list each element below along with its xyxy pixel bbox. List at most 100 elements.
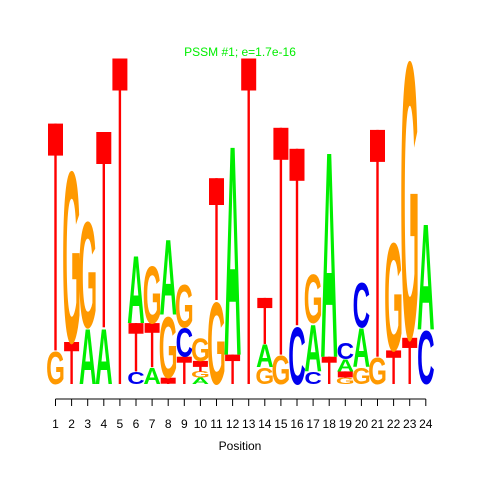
letter-stack: AG — [143, 249, 162, 390]
letter-T — [257, 297, 273, 345]
letter-T — [321, 356, 337, 384]
letter-C: C — [176, 321, 193, 366]
svg-text:G: G — [191, 333, 210, 369]
svg-text:A: A — [353, 318, 370, 380]
svg-text:G: G — [255, 363, 274, 390]
x-tick-label: 13 — [242, 417, 256, 431]
letter-G: G — [207, 279, 226, 409]
svg-text:G: G — [175, 272, 194, 340]
svg-text:C: C — [288, 309, 305, 401]
svg-text:G: G — [384, 212, 403, 384]
letter-stack: GA — [159, 217, 178, 397]
letter-stack: CA — [417, 194, 434, 400]
letter-T — [337, 371, 353, 378]
svg-text:G: G — [46, 341, 65, 394]
letter-T — [96, 132, 112, 328]
letter-A: A — [353, 318, 370, 380]
svg-text:A: A — [417, 194, 434, 363]
letter-A: A — [159, 217, 176, 338]
letter-T — [128, 323, 144, 372]
letter-stack: G — [271, 127, 290, 394]
letter-T — [370, 129, 385, 357]
letter-A: A — [224, 84, 241, 419]
letter-T — [160, 377, 176, 384]
x-tick-label: 12 — [226, 417, 240, 431]
letter-stack: GA — [255, 297, 274, 390]
letter-C: C — [127, 369, 144, 388]
svg-text:A: A — [304, 310, 321, 386]
letter-T — [192, 360, 208, 372]
letter-T — [386, 350, 402, 384]
letter-C: C — [337, 338, 354, 365]
letter-stack: G — [46, 123, 65, 394]
x-tick-label: 6 — [133, 417, 140, 431]
letter-stack — [241, 58, 257, 384]
svg-text:G: G — [191, 370, 210, 380]
svg-text:C: C — [353, 270, 370, 341]
letter-G: G — [46, 341, 65, 394]
svg-text:C: C — [417, 315, 434, 400]
letter-T — [241, 58, 257, 384]
svg-text:G: G — [336, 376, 355, 386]
letter-T — [64, 342, 80, 384]
letter-A: A — [192, 376, 209, 386]
x-tick-label: 4 — [100, 417, 107, 431]
letter-stack: GAC — [352, 270, 371, 389]
x-axis-label: Position — [219, 439, 262, 453]
letter-T — [176, 356, 192, 384]
x-tick-label: 21 — [371, 417, 385, 431]
letter-G: G — [255, 363, 274, 390]
letter-T — [144, 323, 160, 368]
letter-G: G — [384, 212, 403, 384]
svg-text:G: G — [143, 249, 162, 341]
letter-T — [402, 337, 418, 384]
letter-G: G — [175, 272, 194, 340]
svg-text:G: G — [159, 299, 178, 397]
svg-text:G: G — [271, 349, 290, 394]
svg-text:C: C — [127, 369, 144, 388]
letter-stack: G — [207, 178, 226, 409]
letter-T — [48, 123, 63, 351]
letter-stack: AGG — [191, 333, 210, 386]
x-tick-label: 9 — [181, 417, 188, 431]
letter-T — [225, 354, 241, 384]
svg-text:A: A — [159, 217, 176, 338]
x-tick-label: 22 — [387, 417, 401, 431]
svg-text:G: G — [304, 262, 323, 340]
x-tick-label: 3 — [84, 417, 91, 431]
letter-G: G — [191, 370, 210, 380]
letter-C: C — [417, 315, 434, 400]
x-tick-label: 14 — [258, 417, 272, 431]
svg-text:A: A — [192, 376, 209, 386]
x-axis: 1 2 3 4 5 6 7 8 9 10 11 12 13 14 15 16 17 18 19 20 21 22 23 24 — [52, 398, 433, 431]
letter-G: G — [159, 299, 178, 397]
x-tick-label: 7 — [149, 417, 156, 431]
svg-text:A: A — [256, 339, 273, 375]
letter-T — [289, 148, 305, 326]
letter-stack: C — [288, 148, 306, 402]
svg-text:A: A — [95, 314, 112, 402]
letter-G: G — [368, 349, 387, 392]
letter-T — [209, 178, 224, 300]
x-tick-label: 5 — [117, 417, 124, 431]
x-tick-label: 23 — [403, 417, 417, 431]
svg-text:G: G — [368, 349, 387, 392]
letter-C: C — [304, 369, 321, 388]
letter-A: A — [143, 363, 160, 390]
letter-C: C — [353, 270, 370, 341]
svg-text:A: A — [143, 363, 160, 390]
letter-stack: CA — [127, 235, 144, 388]
svg-text:A: A — [127, 235, 144, 343]
letter-stack: G — [62, 120, 81, 394]
letter-G: G — [62, 120, 81, 394]
svg-text:G: G — [62, 120, 81, 394]
letter-stack: A — [224, 84, 241, 419]
letter-stack: A — [320, 92, 337, 420]
svg-text:G: G — [400, 0, 419, 422]
letter-A: A — [417, 194, 434, 363]
svg-text:A: A — [224, 84, 241, 419]
letter-A: A — [320, 92, 337, 420]
x-tick-label: 19 — [339, 417, 353, 431]
letter-G: G — [336, 376, 355, 386]
